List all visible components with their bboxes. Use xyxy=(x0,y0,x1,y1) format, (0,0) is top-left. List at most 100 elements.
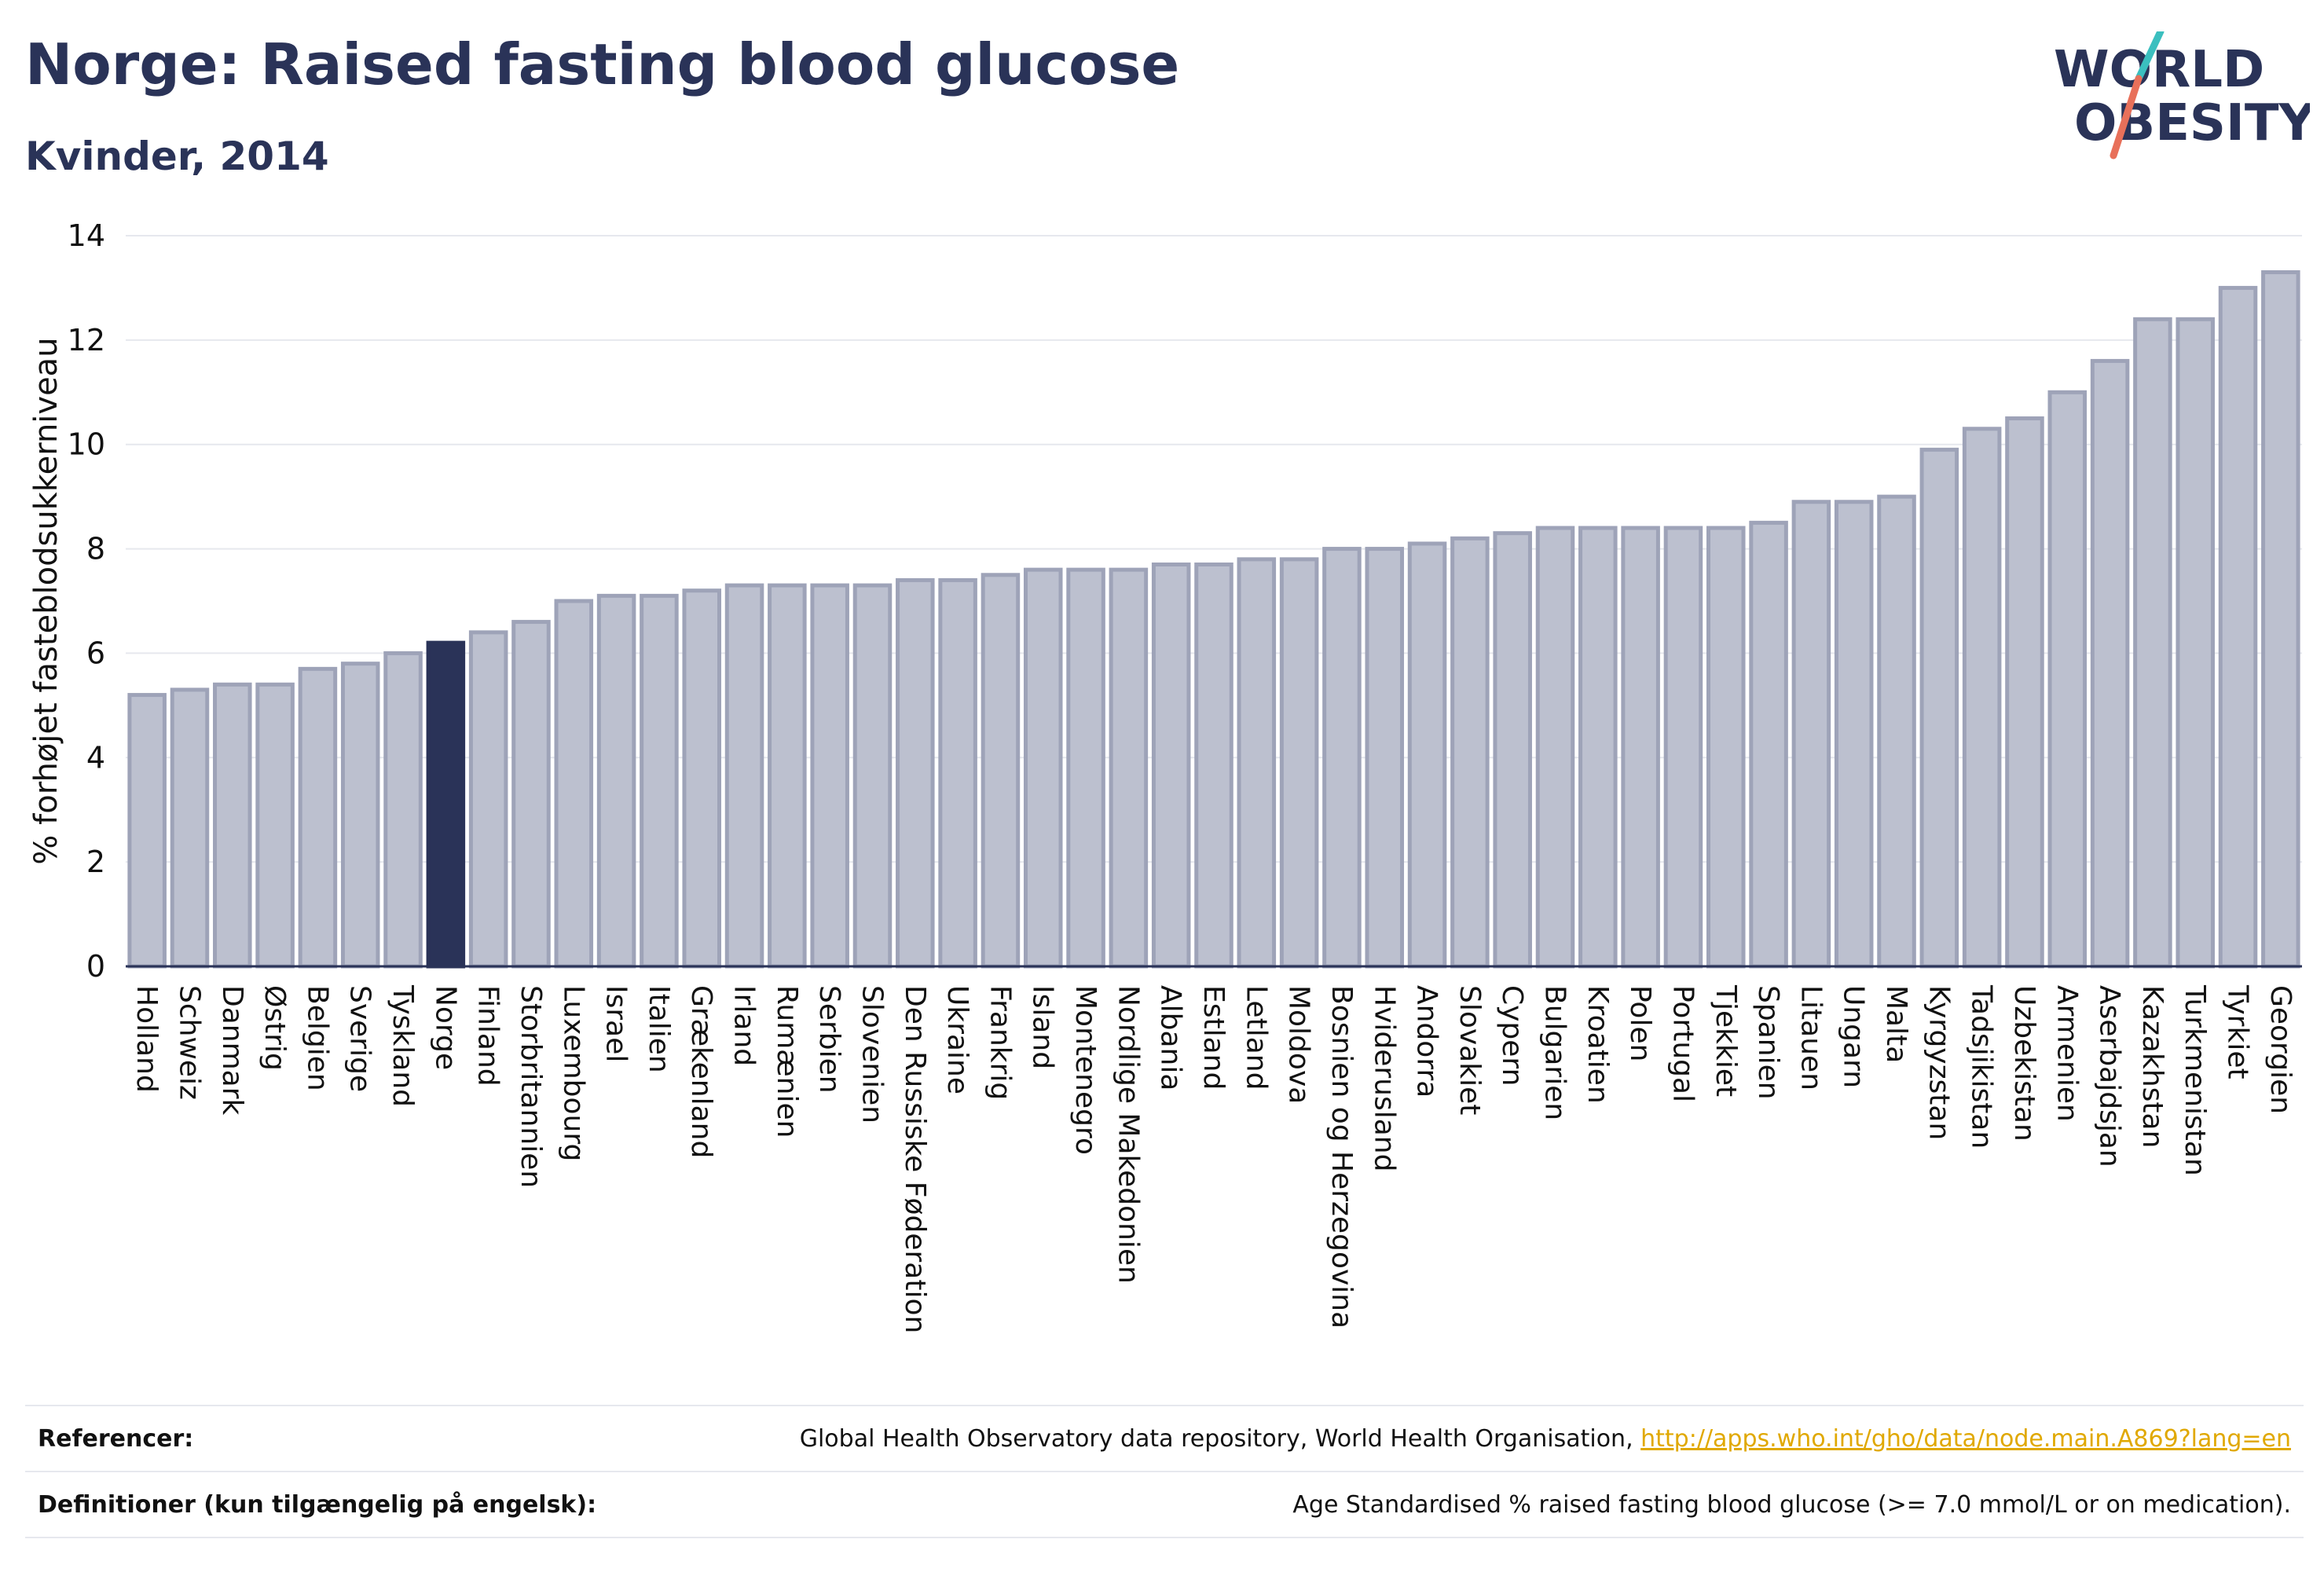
bar-norge xyxy=(426,640,466,969)
x-tick-label: Kroatien xyxy=(1582,985,1614,1104)
x-tick-label: Georgien xyxy=(2264,985,2297,1114)
logo-line1: WORLD xyxy=(2054,41,2264,99)
x-tick-label: Frankrig xyxy=(984,985,1016,1100)
x-tick-label: Schweiz xyxy=(173,985,205,1100)
definitions-text: Age Standardised % raised fasting blood … xyxy=(1292,1490,2291,1519)
definitions-label: Definitioner (kun tilgængelig på engelsk… xyxy=(38,1490,597,1519)
x-tick-label: Ungarn xyxy=(1838,985,1870,1088)
bar-moldova xyxy=(1279,557,1319,969)
bar-irland xyxy=(724,583,764,969)
bar-chart: 0 2 4 6 8 10 12 14 Holland Schweiz Danmark Østrig B… xyxy=(28,218,2302,1333)
y-tick-label: 10 xyxy=(68,427,105,462)
x-tick-label: Tyskland xyxy=(387,984,419,1107)
footer-divider xyxy=(25,1471,2304,1472)
x-tick-label: Luxembourg xyxy=(557,985,589,1161)
references-link[interactable]: http://apps.who.int/gho/data/node.main.A… xyxy=(1640,1424,2291,1453)
bar-hviderusland xyxy=(1365,547,1405,969)
bar-holland xyxy=(127,693,167,969)
x-tick-label: Den Russiske Føderation xyxy=(899,985,931,1333)
x-tick-label: Storbritannien xyxy=(515,985,547,1188)
bar-island xyxy=(1023,567,1063,969)
x-tick-label: Spanien xyxy=(1752,985,1784,1100)
footer: Referencer: Global Health Observatory da… xyxy=(25,1405,2304,1538)
x-tick-label: Estland xyxy=(1197,985,1230,1090)
bar-grækenland xyxy=(682,588,722,969)
x-tick-label: Israel xyxy=(600,985,632,1062)
bar-ungarn xyxy=(1834,500,1874,969)
x-tick-label: Montenegro xyxy=(1069,985,1102,1155)
x-tick-label: Holland xyxy=(130,985,163,1093)
bar-bosnien-og-herzegovina xyxy=(1322,547,1362,969)
x-tick-label: Norge xyxy=(429,985,461,1070)
logo-slash-top xyxy=(2135,31,2165,82)
bar-den-russiske-føderation xyxy=(896,577,935,969)
y-tick-label: 0 xyxy=(86,949,105,984)
x-tick-label: Tyrkiet xyxy=(2222,984,2254,1079)
bar-slovenien xyxy=(852,583,893,969)
x-tick-label: Polen xyxy=(1624,985,1656,1061)
x-tick-label: Cypern xyxy=(1496,985,1528,1086)
logo-slash-bottom xyxy=(2110,75,2143,159)
bar-danmark xyxy=(213,682,252,969)
bar-portugal xyxy=(1663,526,1703,969)
bar-uzbekistan xyxy=(2005,416,2044,969)
bar-georgien xyxy=(2261,270,2300,969)
x-tick-label: Kazakhstan xyxy=(2136,985,2168,1148)
bar-kroatien xyxy=(1578,526,1618,969)
x-tick-label: Rumænien xyxy=(771,985,803,1138)
x-tick-label: Tjekkiet xyxy=(1710,984,1742,1097)
references-row: Referencer: Global Health Observatory da… xyxy=(25,1406,2304,1471)
x-tick-label: Uzbekistan xyxy=(2008,985,2040,1142)
bar-kyrgyzstan xyxy=(1919,447,1959,969)
x-tick-label: Slovakiet xyxy=(1453,985,1486,1115)
bar-italien xyxy=(640,593,679,969)
x-tick-label: Finland xyxy=(472,985,504,1087)
bar-spanien xyxy=(1749,520,1788,969)
bar-storbritannien xyxy=(511,620,551,969)
bar-aserbajdsjan xyxy=(2090,358,2130,969)
definitions-row: Definitioner (kun tilgængelig på engelsk… xyxy=(25,1472,2304,1537)
page-subtitle: Kvinder, 2014 xyxy=(25,134,329,179)
bar-schweiz xyxy=(170,687,210,969)
x-tick-label: Kyrgyzstan xyxy=(1923,985,1955,1140)
bar-sverige xyxy=(340,662,380,969)
x-tick-label: Danmark xyxy=(216,985,248,1116)
x-tick-label: Irland xyxy=(728,985,761,1066)
y-tick-label: 14 xyxy=(68,218,105,253)
x-tick-label: Armenien xyxy=(2051,985,2083,1122)
bar-albania xyxy=(1151,563,1191,969)
x-tick-label: Ukraine xyxy=(941,985,973,1094)
bar-finland xyxy=(468,630,508,969)
bar-cypern xyxy=(1493,531,1532,969)
x-tick-label: Grækenland xyxy=(685,985,717,1158)
bar-slovakiet xyxy=(1450,536,1490,969)
bar-luxembourg xyxy=(554,599,594,969)
bar-bulgarien xyxy=(1535,526,1575,969)
bar-frankrig xyxy=(981,573,1021,969)
references-value: Global Health Observatory data repositor… xyxy=(800,1425,2304,1453)
x-tick-label: Aserbajdsjan xyxy=(2094,985,2126,1167)
x-tick-label: Hviderusland xyxy=(1368,985,1400,1171)
x-tick-label: Slovenien xyxy=(856,985,888,1123)
x-tick-label: Andorra xyxy=(1411,985,1443,1098)
x-tick-label: Portugal xyxy=(1666,985,1699,1102)
y-tick-label: 12 xyxy=(68,323,105,357)
y-tick-label: 4 xyxy=(86,740,105,775)
y-tick-label: 8 xyxy=(86,532,105,566)
world-obesity-logo: WORLD OBESITY xyxy=(2054,31,2310,159)
bar-armenien xyxy=(2047,390,2088,969)
bar-kazakhstan xyxy=(2133,317,2172,969)
references-label: Referencer: xyxy=(38,1424,194,1453)
bar-tyrkiet xyxy=(2218,285,2258,969)
y-tick-label: 2 xyxy=(86,845,105,879)
bar-belgien xyxy=(298,666,338,969)
bar-montenegro xyxy=(1066,567,1105,969)
references-text: Global Health Observatory data repositor… xyxy=(799,1424,1641,1453)
x-tick-label: Island xyxy=(1027,985,1059,1069)
bar-andorra xyxy=(1407,541,1447,969)
x-tick-label: Sverige xyxy=(344,985,376,1092)
bar-malta xyxy=(1877,494,1916,969)
x-tick-label: Litauen xyxy=(1794,985,1827,1090)
x-tick-label: Turkmenistan xyxy=(2179,984,2211,1176)
x-tick-label: Tadsjikistan xyxy=(1966,984,1998,1149)
